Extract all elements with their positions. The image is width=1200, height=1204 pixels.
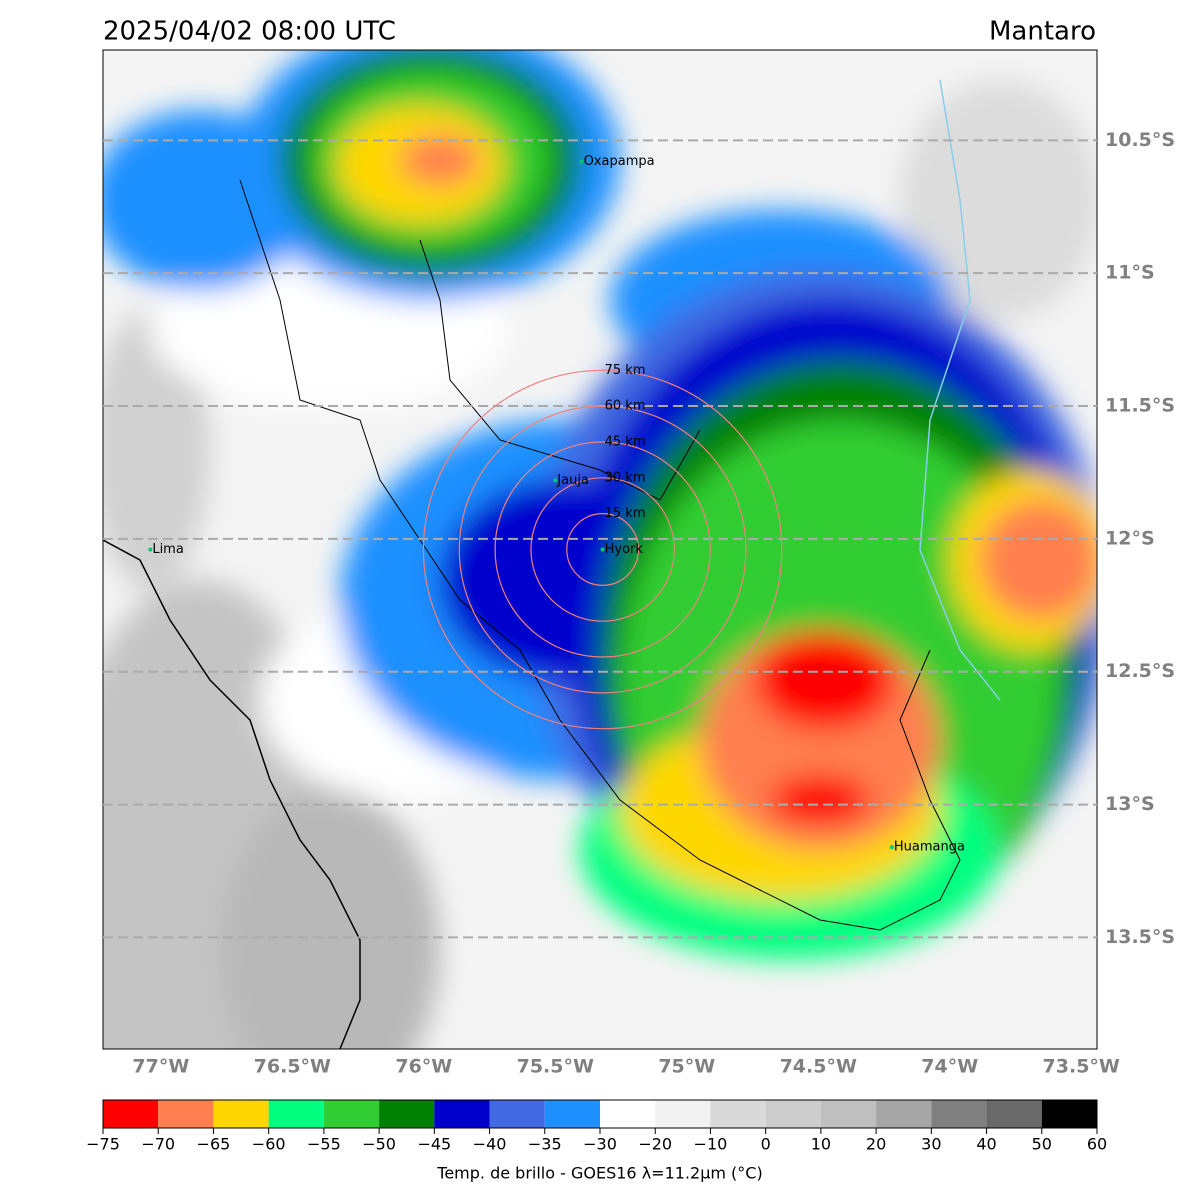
region-name: Mantaro [989, 17, 1096, 47]
range-ring [494, 441, 711, 658]
x-tick-label: 74°W [921, 1056, 978, 1078]
colorbar-tick-label: −10 [694, 1135, 728, 1154]
colorbar-segment [986, 1100, 1042, 1128]
range-ring [458, 405, 747, 694]
colorbar-tick-label: −60 [252, 1135, 286, 1154]
colorbar-tick-label: 10 [811, 1135, 831, 1154]
y-tick-label: 13.5°S [1105, 926, 1175, 948]
ring-label: 60 km [605, 399, 646, 414]
colorbar-frame [102, 1099, 1098, 1129]
colorbar-tick-label: 40 [976, 1135, 996, 1154]
y-tick-label: 13°S [1105, 793, 1155, 815]
ring-label: 75 km [605, 363, 646, 378]
colorbar-segment [158, 1100, 214, 1128]
city-label: Huamanga [894, 840, 965, 855]
colorbar-segment [103, 1100, 159, 1128]
x-tick-label: 75°W [658, 1056, 715, 1078]
y-tick-label: 12°S [1105, 527, 1155, 549]
colorbar-segment [710, 1100, 766, 1128]
ring-label: 15 km [605, 506, 646, 521]
colorbar-segment [268, 1100, 324, 1128]
colorbar-segment [820, 1100, 877, 1128]
colorbar-segment [1041, 1100, 1097, 1128]
colorbar-tick-label: −50 [362, 1135, 396, 1154]
city-label: Oxapampa [584, 154, 655, 169]
x-tick-label: 76°W [395, 1056, 452, 1078]
range-ring [422, 369, 783, 730]
colorbar-segment [876, 1100, 932, 1128]
colorbar-segment [544, 1100, 600, 1128]
satellite-image [103, 50, 1097, 1049]
city-marker [600, 547, 605, 552]
range-ring [530, 477, 675, 622]
y-tick-label: 11°S [1105, 262, 1155, 284]
colorbar-label: Temp. de brillo - GOES16 λ=11.2μm (°C) [436, 1164, 762, 1183]
colorbar-tick-label: −70 [141, 1135, 175, 1154]
colorbar-segment [931, 1100, 987, 1128]
colorbar-segment [379, 1100, 435, 1128]
colorbar-tick-label: 20 [866, 1135, 886, 1154]
city-label: Hyork [605, 542, 644, 557]
colorbar-tick-label: −40 [473, 1135, 507, 1154]
x-tick-label: 73.5°W [1043, 1056, 1120, 1078]
colorbar-segment [489, 1100, 545, 1128]
colorbar-tick-label: −55 [307, 1135, 341, 1154]
colorbar-segment [600, 1100, 656, 1128]
x-tick-label: 76.5°W [254, 1056, 331, 1078]
x-tick-label: 74.5°W [780, 1056, 857, 1078]
colorbar-tick-label: −65 [197, 1135, 231, 1154]
city-marker [553, 478, 558, 483]
range-ring [566, 513, 640, 586]
colorbar-segment [765, 1100, 821, 1128]
title: 2025/04/02 08:00 UTC [103, 17, 396, 47]
colorbar-tick-label: 30 [921, 1135, 941, 1154]
city-marker [579, 159, 584, 164]
colorbar-segment [323, 1100, 380, 1128]
y-tick-label: 10.5°S [1105, 129, 1175, 151]
colorbar-segment [213, 1100, 269, 1128]
city-label: Lima [152, 542, 183, 557]
x-tick-label: 75.5°W [517, 1056, 594, 1078]
colorbar-tick-label: −45 [417, 1135, 451, 1154]
city-marker [889, 845, 894, 850]
colorbar-tick-label: 0 [761, 1135, 771, 1154]
colorbar-tick-label: −35 [528, 1135, 562, 1154]
colorbar-tick-label: −30 [583, 1135, 617, 1154]
colorbar-tick-label: 60 [1087, 1135, 1107, 1154]
colorbar-tick-label: −75 [86, 1135, 120, 1154]
colorbar-segment [434, 1100, 490, 1128]
colorbar-tick-label: −20 [638, 1135, 672, 1154]
colorbar-segment [655, 1100, 711, 1128]
city-label: Jauja [556, 473, 589, 488]
city-marker [148, 547, 153, 552]
map-frame [102, 49, 1098, 1050]
ring-label: 30 km [605, 470, 646, 485]
y-tick-label: 11.5°S [1105, 395, 1175, 417]
y-tick-label: 12.5°S [1105, 660, 1175, 682]
colorbar-tick-label: 50 [1032, 1135, 1052, 1154]
ring-label: 45 km [605, 434, 646, 449]
x-tick-label: 77°W [132, 1056, 189, 1078]
